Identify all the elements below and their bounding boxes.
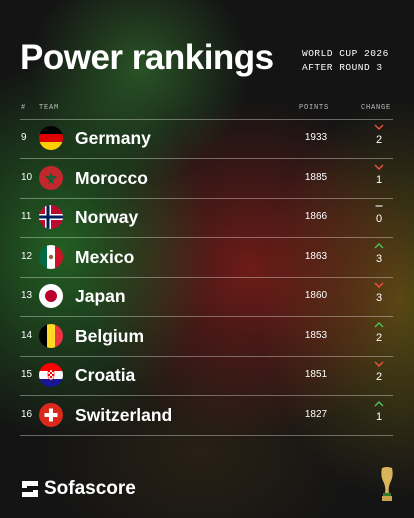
separator bbox=[20, 197, 393, 199]
separator bbox=[20, 316, 393, 317]
change-value: 1 bbox=[375, 410, 383, 423]
subtitle: AFTER ROUND 3 bbox=[302, 62, 383, 73]
team: Mexico bbox=[75, 246, 135, 267]
separator bbox=[20, 355, 393, 357]
team: Germany bbox=[75, 128, 151, 148]
separator bbox=[20, 158, 393, 159]
change-value: 3 bbox=[375, 292, 383, 304]
row: 11 Norway 1866 0 bbox=[0, 198, 414, 237]
team: Croatia bbox=[75, 365, 136, 385]
change: 3 bbox=[369, 241, 389, 275]
points: 1851 bbox=[304, 369, 328, 380]
brand-logo bbox=[22, 481, 38, 497]
separator bbox=[20, 395, 393, 396]
points: 1866 bbox=[304, 211, 328, 222]
trend-icon bbox=[374, 400, 384, 406]
trend-mark bbox=[374, 361, 384, 367]
change-value: 0 bbox=[375, 213, 383, 225]
separator bbox=[20, 119, 393, 120]
team: Belgium bbox=[75, 325, 145, 346]
brand: Sofascore bbox=[44, 478, 136, 499]
trend-icon bbox=[375, 205, 383, 207]
column-header: POINTS bbox=[299, 104, 330, 112]
row: 16 Switzerland 1827 1 bbox=[0, 396, 414, 435]
points: 1853 bbox=[304, 329, 328, 341]
rank: 10 bbox=[21, 171, 33, 183]
change-value: 3 bbox=[375, 252, 383, 265]
change-value: 2 bbox=[375, 134, 383, 146]
subtitle: WORLD CUP 2026 bbox=[302, 48, 389, 59]
team: Norway bbox=[75, 207, 139, 227]
row: 10 Morocco 1885 1 bbox=[0, 159, 414, 198]
rank: 9 bbox=[21, 132, 27, 143]
row: 9 Germany 1933 2 bbox=[0, 119, 414, 158]
trend-mark bbox=[374, 282, 384, 288]
rank: 16 bbox=[21, 408, 33, 420]
separator bbox=[20, 276, 393, 278]
rank: 14 bbox=[21, 329, 33, 341]
team: Japan bbox=[75, 286, 126, 306]
change: 1 bbox=[369, 162, 389, 196]
column-header: TEAM bbox=[39, 104, 60, 112]
change-value: 1 bbox=[375, 173, 383, 186]
trend-icon bbox=[374, 164, 384, 170]
change: 3 bbox=[369, 280, 389, 314]
trend-mark bbox=[374, 321, 384, 327]
trophy-icon bbox=[381, 467, 393, 501]
change: 2 bbox=[369, 122, 389, 156]
trend-mark bbox=[374, 124, 384, 130]
change: 2 bbox=[369, 359, 389, 393]
rank: 11 bbox=[21, 211, 32, 222]
trend-mark bbox=[374, 400, 384, 406]
trend-icon bbox=[374, 242, 384, 248]
flag bbox=[39, 244, 63, 269]
team: Morocco bbox=[75, 167, 148, 188]
trend-icon bbox=[374, 361, 384, 367]
change: 1 bbox=[369, 399, 389, 433]
rank: 15 bbox=[21, 369, 33, 380]
flag bbox=[39, 402, 63, 427]
rank: 13 bbox=[21, 290, 33, 301]
trend-icon bbox=[374, 282, 384, 288]
flag bbox=[39, 126, 63, 150]
change: 0 bbox=[369, 201, 389, 235]
flag bbox=[39, 323, 63, 348]
points: 1885 bbox=[304, 171, 328, 183]
points: 1933 bbox=[304, 132, 328, 143]
flag bbox=[39, 284, 63, 308]
flag bbox=[39, 363, 63, 387]
row: 12 Mexico 1863 3 bbox=[0, 238, 414, 277]
points: 1827 bbox=[304, 408, 328, 420]
title: Power rankings bbox=[20, 38, 274, 77]
change: 2 bbox=[369, 320, 389, 354]
column-header: # bbox=[21, 104, 27, 112]
change-value: 2 bbox=[375, 371, 383, 383]
trend-mark bbox=[374, 164, 384, 170]
flag bbox=[39, 165, 63, 190]
row: 13 Japan 1860 3 bbox=[0, 277, 414, 316]
rank: 12 bbox=[21, 250, 33, 262]
trend-mark bbox=[374, 242, 384, 248]
separator bbox=[20, 434, 393, 436]
team: Switzerland bbox=[75, 404, 173, 425]
points: 1863 bbox=[304, 250, 328, 262]
trend-icon bbox=[374, 321, 384, 327]
row: 15 Croatia 1851 2 bbox=[0, 356, 414, 395]
change-value: 2 bbox=[375, 331, 383, 344]
points: 1860 bbox=[304, 290, 328, 301]
row: 14 Belgium 1853 2 bbox=[0, 317, 414, 356]
separator bbox=[20, 237, 393, 238]
column-header: CHANGE bbox=[361, 104, 392, 112]
flag bbox=[39, 205, 63, 229]
trend-icon bbox=[374, 124, 384, 130]
